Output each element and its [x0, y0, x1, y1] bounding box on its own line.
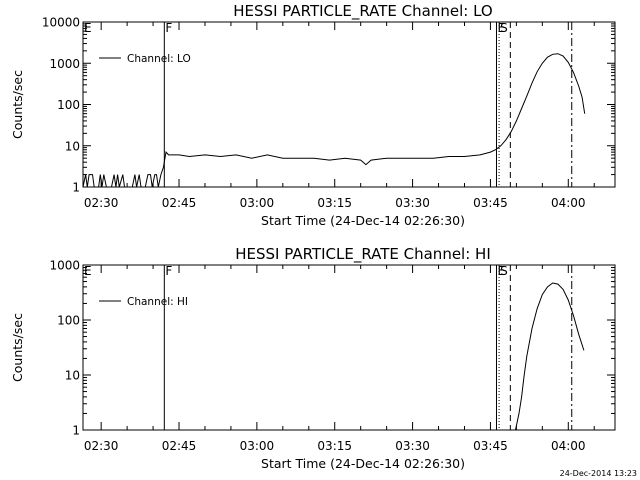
hi-ytick-label: 100	[57, 314, 80, 328]
lo-ytick-label: 100	[57, 98, 80, 112]
hi-chart-title: HESSI PARTICLE_RATE Channel: HI	[235, 245, 491, 264]
hi-xtick-label: 03:45	[473, 439, 508, 453]
lo-ytick-label: 10000	[42, 16, 80, 30]
footer-timestamp: 24-Dec-2014 13:23	[560, 469, 637, 478]
hi-ytick-label: 1	[72, 424, 80, 438]
lo-x-axis-label: Start Time (24-Dec-14 02:26:30)	[261, 213, 465, 228]
hi-xtick-label: 02:30	[84, 439, 119, 453]
lo-xtick-label: 03:45	[473, 196, 508, 210]
hi-event-marker-label: S	[500, 264, 508, 278]
lo-legend-label: Channel: LO	[127, 53, 191, 65]
lo-ytick-label: 1	[72, 181, 80, 195]
hi-xtick-label: 04:00	[551, 439, 586, 453]
lo-ytick-label: 10	[65, 139, 80, 153]
hi-xtick-label: 03:15	[317, 439, 352, 453]
lo-xtick-label: 03:30	[395, 196, 430, 210]
lo-xtick-label: 02:30	[84, 196, 119, 210]
lo-xtick-label: 03:15	[317, 196, 352, 210]
hi-xtick-label: 03:30	[395, 439, 430, 453]
hi-legend-label: Channel: HI	[127, 296, 188, 308]
hi-event-marker-label: E	[497, 264, 505, 278]
lo-ytick-label: 1000	[49, 57, 80, 71]
lo-xtick-label: 04:00	[551, 196, 586, 210]
hi-series-line	[515, 282, 585, 430]
hi-xtick-label: 02:45	[162, 439, 197, 453]
hi-ytick-label: 1000	[49, 259, 80, 273]
lo-event-marker-label: E	[84, 21, 92, 35]
hi-ytick-label: 10	[65, 369, 80, 383]
lo-xtick-label: 02:45	[162, 196, 197, 210]
hi-y-axis-label: Counts/sec	[10, 313, 25, 382]
lo-event-marker-label: E	[497, 21, 505, 35]
hi-event-marker-label: F	[165, 264, 172, 278]
lo-y-axis-label: Counts/sec	[10, 70, 25, 139]
hi-event-marker-label: E	[84, 264, 92, 278]
lo-event-marker-label: F	[165, 21, 172, 35]
lo-plot-frame	[82, 21, 616, 188]
lo-chart-title: HESSI PARTICLE_RATE Channel: LO	[233, 2, 492, 21]
lo-series-line	[83, 53, 586, 187]
hi-plot-frame	[82, 264, 616, 431]
hi-xtick-label: 03:00	[240, 439, 275, 453]
lo-event-marker-label: S	[500, 21, 508, 35]
hi-x-axis-label: Start Time (24-Dec-14 02:26:30)	[261, 456, 465, 471]
lo-xtick-label: 03:00	[240, 196, 275, 210]
